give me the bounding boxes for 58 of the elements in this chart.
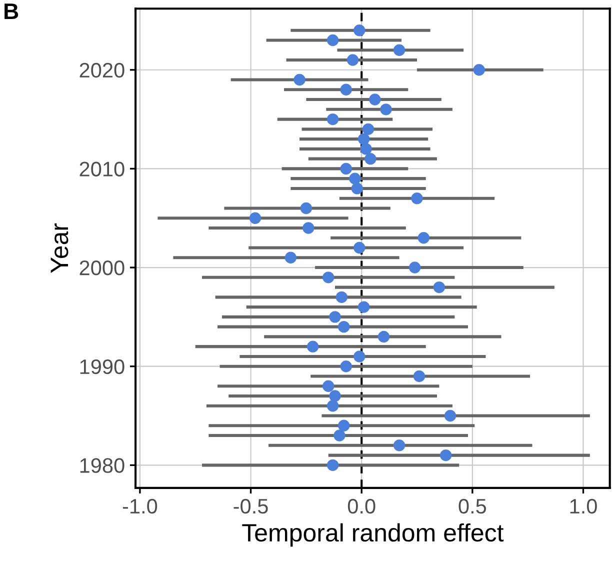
point [411,192,423,204]
point [360,143,372,155]
point [294,74,306,86]
point [346,54,359,66]
point [354,24,366,36]
x-tick-label: -0.5 [234,498,268,514]
point [358,301,370,313]
point [354,242,366,254]
point [369,94,381,106]
x-tick-label: 0.0 [348,498,376,514]
y-tick-label: 2000 [80,260,124,276]
point [300,202,312,214]
point [326,113,339,126]
point [326,400,339,412]
point [302,222,314,234]
y-tick-label: 2010 [80,162,124,176]
point [440,449,452,462]
point [408,262,421,274]
x-tick-label: 1.0 [570,498,597,514]
point [322,380,334,392]
point [326,459,339,472]
x-tick-label: -1.0 [122,498,158,514]
y-tick-label: 1980 [80,458,124,473]
point [418,232,430,244]
y-axis-title: Year [50,223,68,273]
point [329,311,341,323]
point [378,330,390,343]
point [336,291,348,304]
point [349,172,361,184]
point [364,152,376,165]
x-axis-title: Temporal random effect [242,523,504,547]
y-tick-label: 2020 [80,62,124,78]
point [393,440,406,452]
point [433,281,446,294]
point [351,182,364,194]
point [340,162,352,175]
y-tick-label: 1990 [80,359,124,374]
point [362,123,374,136]
x-tick-label: 0.5 [458,498,486,514]
point [358,133,370,145]
point [329,390,341,402]
point [334,430,346,442]
point [338,320,350,333]
point [340,84,352,96]
point [444,410,456,422]
point [326,34,339,46]
point [473,64,485,76]
point [413,370,426,382]
point [393,44,406,56]
point [340,360,352,372]
point [354,350,366,362]
point [322,272,334,284]
point [284,252,297,264]
point [380,104,392,116]
point [338,420,350,432]
text: B [4,4,18,19]
point [249,212,262,224]
point [306,340,319,352]
